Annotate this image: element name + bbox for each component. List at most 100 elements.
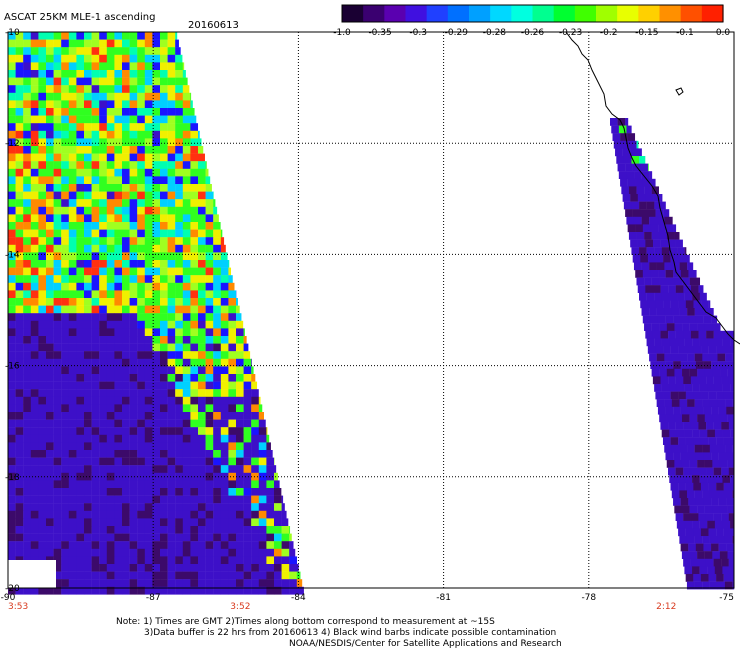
swath-cell bbox=[198, 548, 206, 557]
swath-cell bbox=[236, 366, 244, 375]
swath-cell bbox=[228, 366, 237, 375]
swath-cell bbox=[641, 262, 650, 271]
swath-cell bbox=[122, 85, 130, 93]
swath-cell bbox=[655, 209, 664, 217]
swath-cell bbox=[137, 244, 145, 253]
swath-cell bbox=[669, 247, 678, 255]
swath-cell bbox=[68, 290, 77, 299]
pass-time-label: 3:52 bbox=[230, 602, 250, 612]
swath-cell bbox=[114, 260, 123, 268]
swath-cell bbox=[258, 419, 266, 428]
swath-cell bbox=[182, 184, 191, 192]
swath-cell bbox=[23, 480, 31, 489]
swath-cell bbox=[30, 214, 39, 223]
swath-cell bbox=[704, 505, 713, 514]
swath-cell bbox=[122, 351, 130, 359]
swath-cell bbox=[213, 290, 221, 299]
swath-cell bbox=[99, 92, 107, 101]
swath-cell bbox=[15, 389, 24, 397]
swath-cell bbox=[114, 488, 123, 496]
swath-cell bbox=[175, 146, 183, 154]
swath-gap bbox=[8, 560, 56, 588]
swath-cell bbox=[30, 298, 39, 306]
swath-cell bbox=[660, 194, 663, 202]
swath-cell bbox=[144, 480, 153, 489]
swath-cell bbox=[61, 237, 69, 245]
swath-cell bbox=[692, 566, 700, 575]
swath-cell bbox=[697, 505, 705, 514]
swath-cell bbox=[68, 510, 77, 519]
swath-cell bbox=[175, 412, 183, 420]
swath-cell bbox=[46, 351, 54, 359]
swath-cell bbox=[251, 389, 259, 397]
swath-cell bbox=[670, 437, 679, 445]
swath-cell bbox=[175, 47, 181, 55]
swath-cell bbox=[129, 571, 138, 580]
swath-cell bbox=[182, 419, 191, 428]
swath-cell bbox=[144, 548, 153, 557]
swath-cell bbox=[713, 330, 722, 339]
swath-cell bbox=[198, 313, 206, 321]
swath-cell bbox=[91, 313, 100, 321]
swath-cell bbox=[76, 366, 85, 375]
swath-cell bbox=[23, 47, 31, 55]
swath-cell bbox=[636, 277, 645, 286]
swath-cell bbox=[129, 100, 138, 109]
swath-cell bbox=[144, 541, 153, 549]
swath-cell bbox=[713, 467, 722, 476]
swath-cell bbox=[709, 399, 718, 407]
swath-cell bbox=[258, 579, 267, 587]
swath-cell bbox=[167, 244, 176, 253]
swath-cell bbox=[122, 222, 130, 230]
swath-cell bbox=[23, 298, 31, 306]
swath-cell bbox=[633, 216, 642, 225]
swath-cell bbox=[213, 541, 221, 549]
swath-cell bbox=[91, 457, 100, 466]
swath-cell bbox=[137, 184, 145, 192]
swath-cell bbox=[251, 450, 259, 458]
swath-cell bbox=[717, 536, 726, 544]
swath-cell bbox=[30, 70, 39, 78]
swath-cell bbox=[289, 541, 294, 549]
swath-cell bbox=[30, 176, 39, 185]
swath-cell bbox=[129, 298, 138, 306]
swath-cell bbox=[160, 77, 168, 86]
swath-cell bbox=[182, 450, 191, 458]
swath-cell bbox=[38, 488, 47, 496]
swath-cell bbox=[129, 305, 138, 314]
swath-cell bbox=[53, 229, 62, 238]
swath-cell bbox=[99, 146, 107, 154]
swath-cell bbox=[53, 275, 62, 283]
swath-cell bbox=[714, 384, 723, 392]
swath-cell bbox=[152, 427, 161, 435]
swath-cell bbox=[152, 457, 161, 466]
swath-cell bbox=[76, 161, 85, 169]
swath-cell bbox=[106, 54, 115, 63]
swath-cell bbox=[137, 434, 145, 443]
swath-cell bbox=[685, 482, 694, 491]
swath-cell bbox=[91, 191, 100, 200]
swath-cell bbox=[129, 412, 138, 420]
swath-cell bbox=[122, 298, 130, 306]
swath-cell bbox=[68, 184, 77, 192]
swath-cell bbox=[612, 133, 621, 141]
swath-cell bbox=[30, 252, 39, 261]
swath-cell bbox=[53, 328, 62, 337]
swath-cell bbox=[281, 533, 290, 542]
swath-cell bbox=[627, 133, 636, 141]
swath-cell bbox=[99, 343, 107, 352]
swath-cell bbox=[160, 358, 168, 367]
swath-cell bbox=[137, 290, 145, 299]
swath-cell bbox=[636, 232, 645, 240]
swath-cell bbox=[61, 510, 69, 519]
swath-cell bbox=[656, 262, 665, 271]
swath-cell bbox=[160, 579, 168, 587]
swath-cell bbox=[106, 510, 115, 519]
swath-cell bbox=[692, 429, 700, 438]
swath-cell bbox=[727, 368, 735, 377]
swath-cell bbox=[676, 475, 685, 483]
swath-cell bbox=[46, 70, 54, 78]
swath-cell bbox=[190, 480, 199, 489]
swath-cell bbox=[717, 444, 726, 453]
swath-cell bbox=[53, 92, 62, 101]
